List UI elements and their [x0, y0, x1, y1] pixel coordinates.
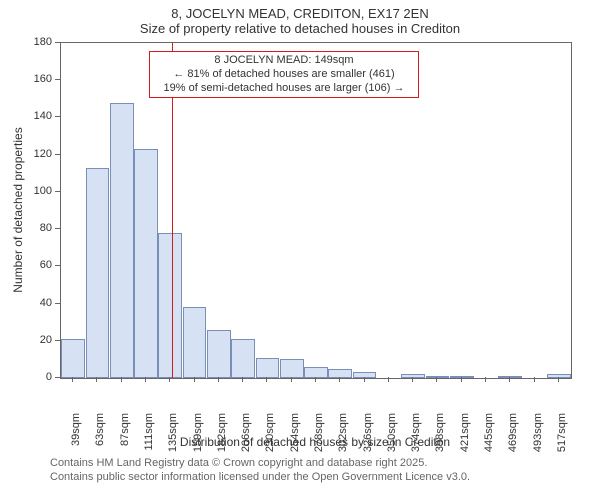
x-tick-label: 517sqm: [556, 413, 568, 463]
x-tick-label: 135sqm: [167, 413, 179, 463]
y-tick-label: 60: [0, 259, 52, 271]
x-tick-mark: [145, 377, 146, 382]
x-tick-mark: [72, 377, 73, 382]
x-tick-mark: [266, 377, 267, 382]
y-tick-mark: [55, 79, 60, 80]
x-tick-label: 469sqm: [507, 413, 519, 463]
y-tick-mark: [55, 228, 60, 229]
x-tick-mark: [121, 377, 122, 382]
x-tick-mark: [96, 377, 97, 382]
histogram-bar: [86, 168, 110, 378]
y-tick-mark: [55, 116, 60, 117]
annotation-line3: 19% of semi-detached houses are larger (…: [156, 82, 412, 96]
histogram-bar: [207, 330, 231, 378]
histogram-bar: [110, 103, 134, 378]
x-tick-mark: [218, 377, 219, 382]
x-tick-label: 206sqm: [240, 413, 252, 463]
x-tick-label: 39sqm: [70, 413, 82, 463]
footer-line2: Contains public sector information licen…: [50, 471, 470, 483]
y-tick-label: 80: [0, 222, 52, 234]
x-tick-mark: [558, 377, 559, 382]
x-tick-label: 278sqm: [313, 413, 325, 463]
x-tick-label: 182sqm: [216, 413, 228, 463]
y-tick-label: 160: [0, 73, 52, 85]
title-address: 8, JOCELYN MEAD, CREDITON, EX17 2EN: [0, 0, 600, 21]
x-tick-mark: [485, 377, 486, 382]
histogram-bar: [61, 339, 85, 378]
title-subtitle: Size of property relative to detached ho…: [0, 21, 600, 38]
y-tick-label: 140: [0, 110, 52, 122]
annotation-line2: ← 81% of detached houses are smaller (46…: [156, 68, 412, 82]
x-tick-mark: [339, 377, 340, 382]
x-tick-mark: [291, 377, 292, 382]
plot-area: 8 JOCELYN MEAD: 149sqm ← 81% of detached…: [60, 42, 572, 379]
x-tick-label: 111sqm: [143, 413, 155, 463]
x-tick-mark: [436, 377, 437, 382]
histogram-bar: [183, 307, 207, 378]
x-tick-mark: [509, 377, 510, 382]
y-tick-mark: [55, 340, 60, 341]
x-tick-mark: [412, 377, 413, 382]
x-tick-label: 63sqm: [94, 413, 106, 463]
annotation-box: 8 JOCELYN MEAD: 149sqm ← 81% of detached…: [149, 51, 419, 98]
y-tick-label: 40: [0, 297, 52, 309]
y-tick-mark: [55, 265, 60, 266]
x-tick-mark: [242, 377, 243, 382]
x-tick-label: 445sqm: [483, 413, 495, 463]
y-tick-mark: [55, 42, 60, 43]
annotation-line1: 8 JOCELYN MEAD: 149sqm: [156, 54, 412, 68]
chart-container: 8, JOCELYN MEAD, CREDITON, EX17 2EN Size…: [0, 0, 600, 500]
x-tick-label: 159sqm: [192, 413, 204, 463]
y-tick-mark: [55, 303, 60, 304]
x-tick-mark: [169, 377, 170, 382]
x-tick-mark: [364, 377, 365, 382]
x-tick-mark: [194, 377, 195, 382]
x-tick-label: 493sqm: [532, 413, 544, 463]
histogram-bar: [134, 149, 158, 378]
y-tick-label: 120: [0, 148, 52, 160]
x-tick-label: 254sqm: [289, 413, 301, 463]
x-tick-label: 87sqm: [119, 413, 131, 463]
x-tick-label: 398sqm: [434, 413, 446, 463]
y-tick-label: 180: [0, 36, 52, 48]
histogram-bar: [231, 339, 255, 378]
x-tick-mark: [534, 377, 535, 382]
x-tick-mark: [315, 377, 316, 382]
y-tick-mark: [55, 191, 60, 192]
x-tick-label: 421sqm: [459, 413, 471, 463]
histogram-bar: [450, 376, 474, 378]
y-tick-label: 100: [0, 185, 52, 197]
y-tick-mark: [55, 154, 60, 155]
y-tick-label: 20: [0, 334, 52, 346]
x-tick-label: 374sqm: [410, 413, 422, 463]
x-tick-label: 350sqm: [386, 413, 398, 463]
histogram-bar: [547, 374, 571, 378]
y-tick-mark: [55, 377, 60, 378]
x-tick-label: 302sqm: [337, 413, 349, 463]
x-tick-label: 230sqm: [264, 413, 276, 463]
histogram-bar: [256, 358, 280, 378]
x-tick-mark: [388, 377, 389, 382]
x-tick-mark: [461, 377, 462, 382]
x-tick-label: 326sqm: [362, 413, 374, 463]
y-tick-label: 0: [0, 371, 52, 383]
histogram-bar: [158, 233, 182, 378]
histogram-bar: [280, 359, 304, 378]
